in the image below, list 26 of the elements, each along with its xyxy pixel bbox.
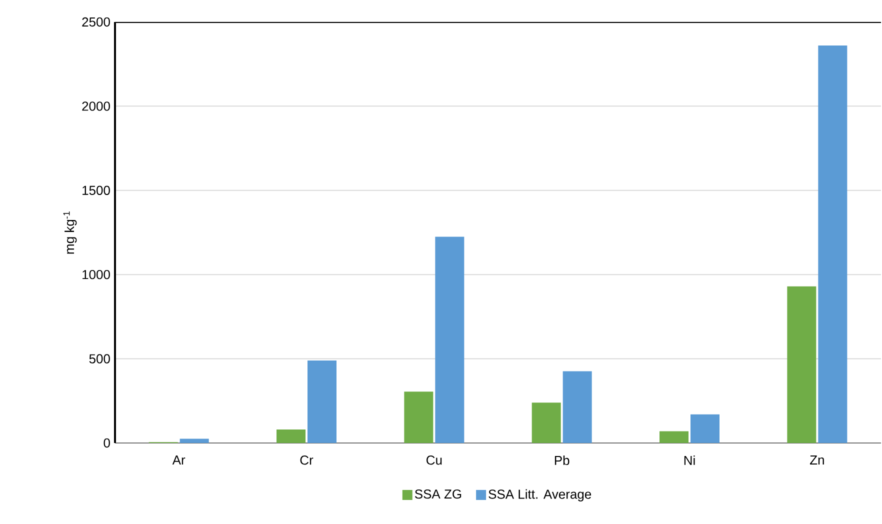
y-tick-label: 2000 xyxy=(82,102,110,111)
y-axis-title: mg kg$^{-1}$ xyxy=(63,211,77,254)
bar xyxy=(180,438,209,443)
y-tick-label: 2500 xyxy=(82,17,110,27)
bar xyxy=(690,414,720,443)
bar xyxy=(404,392,434,443)
bar xyxy=(276,430,306,443)
legend-label: SSA ZG xyxy=(414,489,462,499)
y-tick-label: 0 xyxy=(104,438,110,448)
legend-label: SSA Litt. Average xyxy=(488,489,592,502)
y-tick-label: 500 xyxy=(89,354,110,364)
bar xyxy=(660,431,689,443)
x-tick-label: Cu xyxy=(426,456,442,465)
bar xyxy=(818,46,848,443)
bar xyxy=(308,360,337,443)
bar xyxy=(435,236,464,443)
x-tick-label: Ar xyxy=(172,456,186,464)
bar xyxy=(532,402,561,443)
y-tick-label: 1000 xyxy=(82,270,110,280)
x-tick-label: Cr xyxy=(300,456,314,465)
bar xyxy=(787,286,816,443)
x-tick-label: Ni xyxy=(684,456,695,465)
x-tick-label: Zn xyxy=(810,456,824,464)
x-tick-label: Pb xyxy=(554,456,570,466)
bar xyxy=(562,371,592,443)
y-tick-label: 1500 xyxy=(82,186,110,195)
